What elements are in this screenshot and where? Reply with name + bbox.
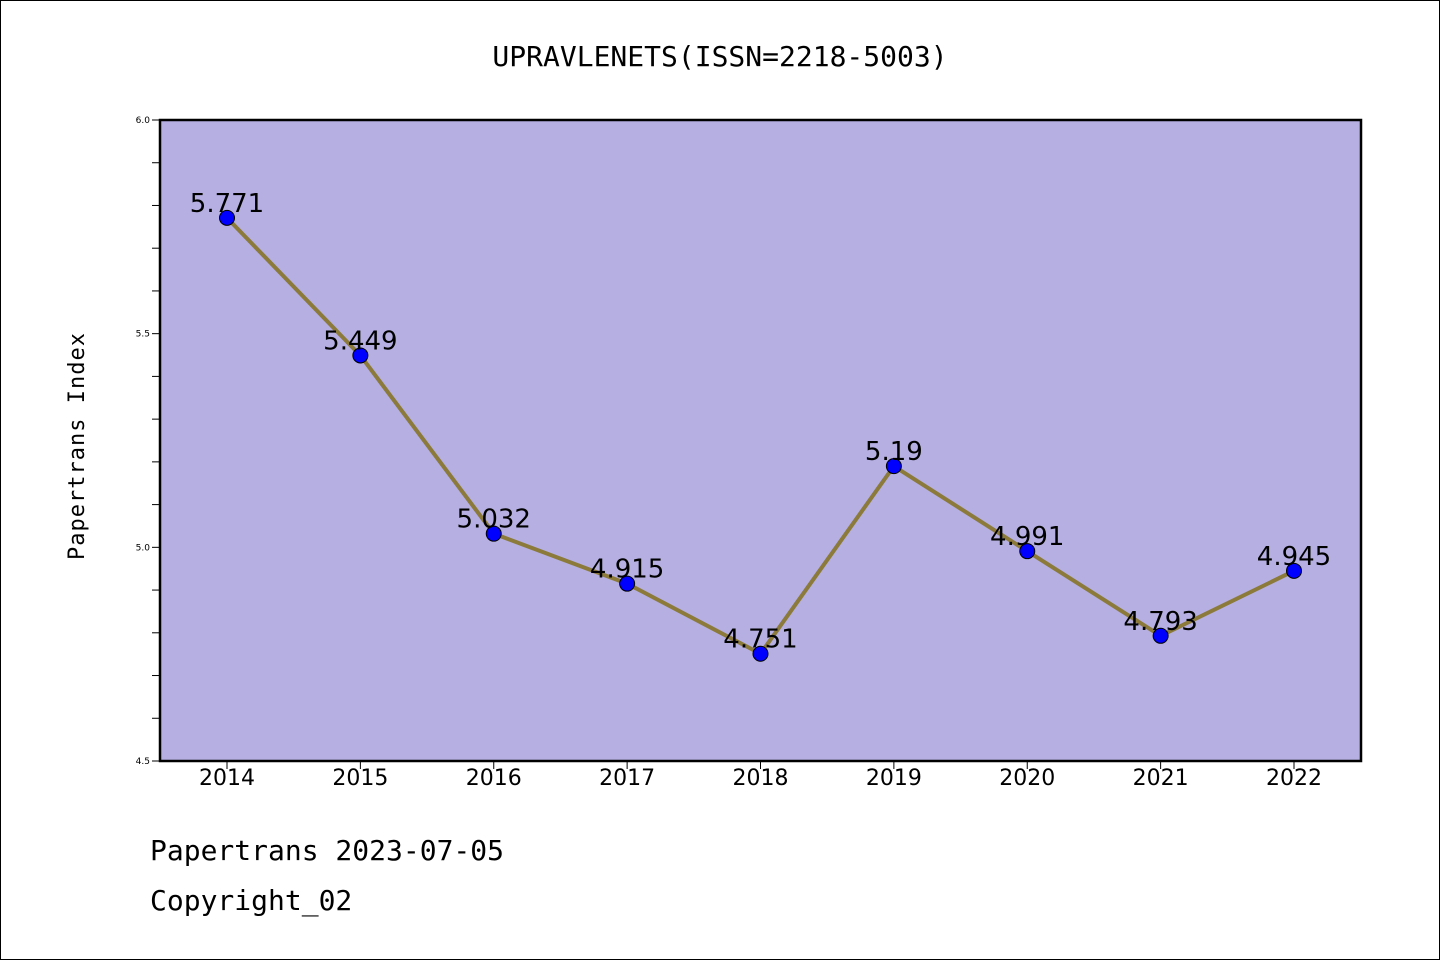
x-tick-label: 2014 (199, 766, 255, 791)
y-axis-ticks: 4.5 5.0 5.5 6.0 (136, 116, 160, 767)
plot-area (160, 120, 1361, 761)
footer-date: Papertrans 2023-07-05 (150, 834, 505, 867)
data-label: 5.771 (190, 189, 264, 219)
y-tick-label: 5.0 (136, 543, 151, 553)
data-point (1286, 562, 1302, 579)
plot-border (158, 118, 1363, 763)
y-axis-label: Papertrans Index (65, 332, 90, 560)
data-point (885, 458, 902, 475)
x-tick-label: 2020 (999, 766, 1055, 791)
data-label: 4.793 (1123, 607, 1197, 637)
footer-copyright: Copyright_02 (150, 884, 353, 917)
data-label: 4.945 (1257, 542, 1331, 572)
data-point (619, 575, 636, 592)
data-point (752, 645, 769, 662)
x-tick-label: 2018 (733, 766, 789, 791)
x-tick-label: 2016 (466, 766, 522, 791)
data-point (1019, 543, 1036, 560)
data-label: 4.751 (723, 625, 797, 655)
x-tick-label: 2017 (599, 766, 655, 791)
x-tick-label: 2019 (866, 766, 922, 791)
data-label: 4.991 (990, 522, 1064, 552)
x-axis-ticks: 2014 2015 2016 2017 2018 2019 2020 2021 2022 (199, 761, 1322, 791)
data-point (1152, 627, 1169, 644)
y-tick-label: 6.0 (136, 116, 151, 126)
x-tick-label: 2022 (1266, 766, 1322, 791)
series-group: 5.771 5.449 5.032 4.915 4.751 5.19 4.991 4.793 4… (190, 189, 1331, 662)
data-point (352, 347, 369, 364)
x-tick-label: 2021 (1133, 766, 1189, 791)
data-label: 5.032 (457, 505, 531, 535)
data-label: 5.19 (865, 437, 923, 467)
data-label: 4.915 (590, 555, 664, 585)
x-tick-label: 2015 (332, 766, 388, 791)
y-tick-label: 5.5 (136, 330, 150, 340)
data-point (219, 209, 235, 226)
chart-title: UPRAVLENETS(ISSN=2218-5003) (492, 40, 947, 73)
data-label: 5.449 (323, 326, 397, 356)
data-point (485, 525, 502, 542)
y-tick-label: 4.5 (136, 757, 150, 767)
